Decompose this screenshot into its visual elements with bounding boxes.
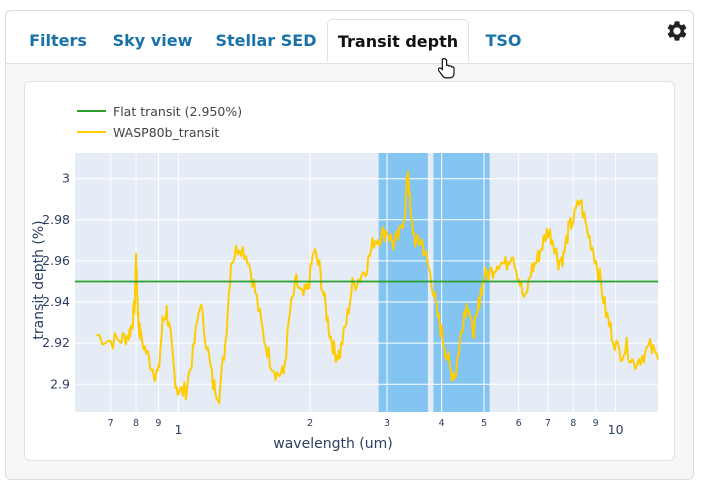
y-tick-label: 2.92 <box>42 335 70 350</box>
plot-area <box>75 153 658 412</box>
tab-tso[interactable]: TSO <box>485 31 522 50</box>
x-axis-label: wavelength (um) <box>273 436 392 452</box>
data-series <box>75 170 659 405</box>
x-major-tick-label: 10 <box>608 422 624 437</box>
x-minor-tick-label: 8 <box>570 418 576 429</box>
x-major-tick-label: 2 <box>307 418 313 429</box>
transit-depth-chart: 2.9 2.92 2.94 2.96 2.98 3 7 8 9 3 4 5 6 7 8 9 1 2 10 Flat … <box>31 104 659 452</box>
x-minor-tick-label: 8 <box>133 418 139 429</box>
tab-sky-view[interactable]: Sky view <box>112 31 193 50</box>
tab-filters[interactable]: Filters <box>29 31 87 50</box>
legend-label-flat-transit[interactable]: Flat transit (2.950%) <box>113 104 242 119</box>
tab-stellar-sed[interactable]: Stellar SED <box>215 31 317 50</box>
x-minor-tick-label: 9 <box>593 418 599 429</box>
y-tick-label: 3 <box>62 171 70 186</box>
legend[interactable]: Flat transit (2.950%) WASP80b_transit <box>77 104 242 140</box>
y-tick-label: 2.98 <box>42 212 70 227</box>
tab-bar: Filters Sky view Stellar SED Transit dep… <box>6 11 693 64</box>
legend-label-wasp80b[interactable]: WASP80b_transit <box>113 125 219 140</box>
wavelength-band-1 <box>378 153 428 412</box>
x-minor-tick-label: 6 <box>516 418 522 429</box>
y-axis-label: transit depth (%) <box>31 220 47 339</box>
x-minor-tick-label: 9 <box>155 418 161 429</box>
x-minor-tick-label: 3 <box>384 418 390 429</box>
y-tick-label: 2.96 <box>42 253 70 268</box>
instrument-bands <box>378 153 490 412</box>
y-tick-label: 2.9 <box>50 376 70 391</box>
x-minor-tick-label: 7 <box>108 418 114 429</box>
x-minor-tick-label: 4 <box>439 418 445 429</box>
tab-transit-depth[interactable]: Transit depth <box>327 19 469 62</box>
wavelength-band-2 <box>433 153 490 412</box>
gear-icon[interactable] <box>665 19 689 43</box>
series-wasp80b-transit <box>96 170 659 405</box>
x-minor-tick-label: 5 <box>481 418 487 429</box>
main-card: Filters Sky view Stellar SED Transit dep… <box>5 10 694 480</box>
x-major-tick-label: 1 <box>174 422 182 437</box>
plot-panel: 2.9 2.92 2.94 2.96 2.98 3 7 8 9 3 4 5 6 7 8 9 1 2 10 Flat … <box>24 81 675 461</box>
y-tick-label: 2.94 <box>42 294 70 309</box>
axis-ticks: 2.9 2.92 2.94 2.96 2.98 3 7 8 9 3 4 5 6 7 8 9 1 2 10 <box>42 171 623 437</box>
hand-pointer-icon <box>438 57 455 79</box>
x-minor-tick-label: 7 <box>545 418 551 429</box>
